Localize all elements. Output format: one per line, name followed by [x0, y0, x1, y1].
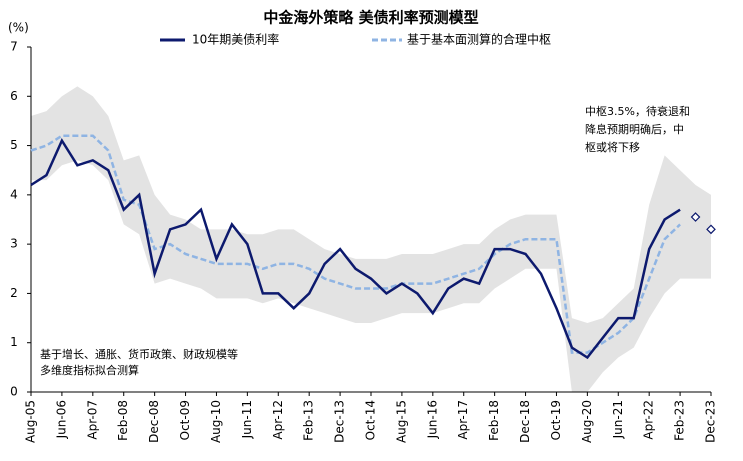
x-tick-label: Apr-12 — [271, 400, 285, 440]
annotation: 降息预期明确后，中 — [585, 122, 684, 136]
annotation: 枢或将下移 — [585, 140, 640, 154]
x-tick-label: Apr-17 — [456, 400, 470, 440]
chart-title: 中金海外策略 美债利率预测模型 — [263, 9, 478, 27]
annotation: 中枢3.5%，待衰退和 — [585, 104, 690, 118]
projection-point — [706, 224, 716, 235]
legend-label: 10年期美债利率 — [192, 32, 279, 47]
x-tick-label: Aug-10 — [209, 400, 223, 443]
series-line — [30, 134, 681, 354]
x-tick-label: Aug-05 — [24, 400, 38, 443]
x-tick-label: Aug-20 — [580, 400, 594, 443]
x-tick-label: Jun-11 — [240, 400, 254, 439]
x-tick-label: Feb-23 — [673, 400, 687, 441]
y-tick-label: 1 — [10, 335, 18, 349]
y-tick-label: 3 — [10, 237, 18, 251]
y-tick-label: 2 — [10, 286, 18, 300]
annotation: 多维度指标拟合测算 — [40, 363, 139, 377]
x-tick-label: Oct-14 — [364, 400, 378, 440]
projection-point — [690, 212, 701, 222]
y-tick-label: 0 — [10, 385, 18, 399]
x-tick-label: Apr-22 — [642, 400, 656, 440]
x-tick-label: Aug-15 — [394, 400, 408, 443]
x-tick-label: Feb-13 — [302, 400, 316, 441]
x-tick-label: Oct-09 — [178, 400, 192, 440]
x-tick-label: Jun-16 — [425, 400, 439, 439]
x-tick-label: Jun-21 — [611, 400, 625, 439]
x-tick-label: Oct-19 — [549, 400, 563, 440]
x-tick-label: Feb-18 — [487, 400, 501, 441]
x-tick-label: Dec-23 — [704, 400, 718, 443]
y-tick-label: 4 — [10, 187, 18, 201]
x-tick-label: Dec-08 — [147, 400, 161, 443]
x-tick-label: Apr-07 — [85, 400, 99, 440]
x-tick-label: Jun-06 — [54, 400, 68, 439]
x-tick-label: Feb-08 — [116, 400, 130, 441]
annotation: 基于增长、通胀、货币政策、财政规模等 — [40, 347, 238, 361]
y-unit-label: (%) — [8, 21, 29, 35]
y-tick-label: 6 — [10, 89, 18, 103]
y-tick-label: 5 — [10, 138, 18, 152]
y-tick-label: 7 — [10, 40, 18, 54]
x-tick-label: Dec-13 — [333, 400, 347, 443]
series-line — [30, 137, 681, 360]
legend-label: 基于基本面测算的合理中枢 — [407, 32, 551, 47]
x-tick-label: Dec-18 — [518, 400, 532, 443]
